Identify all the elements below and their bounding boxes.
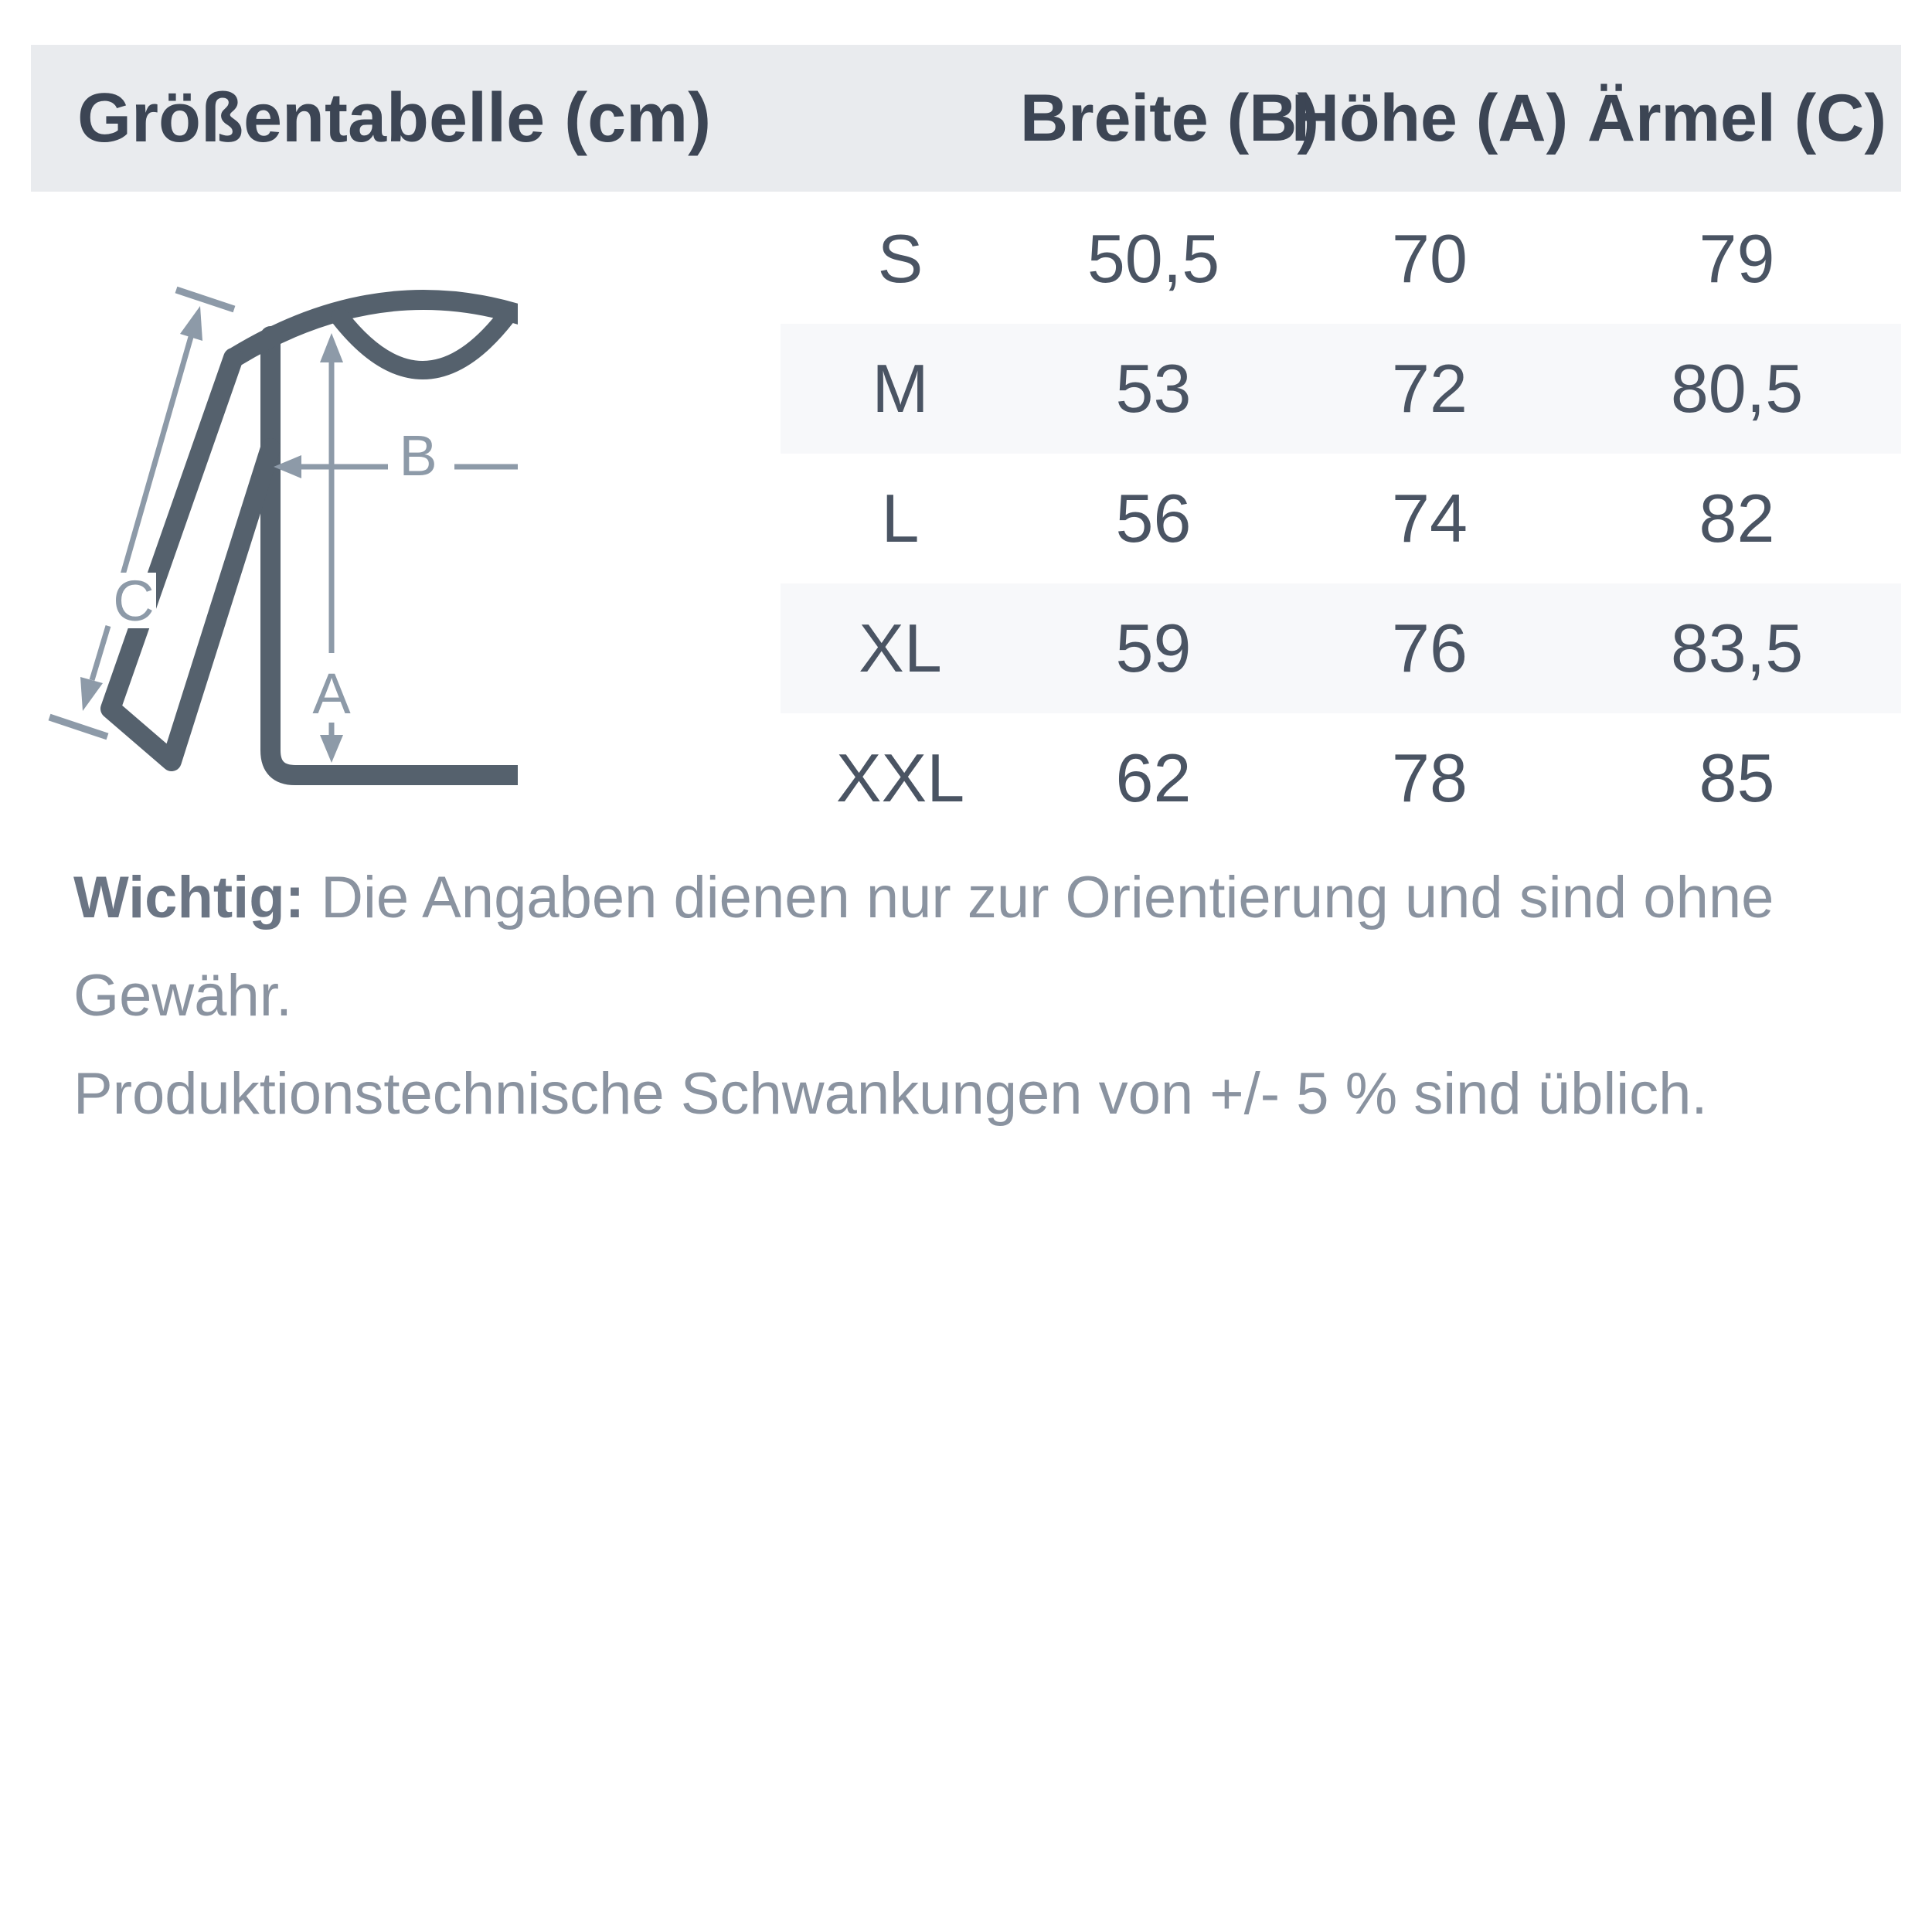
size-table: S 50,5 70 79 M 53 72 80,5 L 56 74 82 XL … [781, 194, 1901, 843]
measure-arrow-b-heads [274, 455, 301, 478]
aermel-cell: 85 [1699, 740, 1775, 816]
column-headers: Breite (B) Höhe (A) Ärmel (C) [781, 45, 1901, 192]
breite-cell: 53 [1115, 350, 1192, 427]
aermel-cell: 79 [1699, 220, 1775, 297]
aermel-cell: 80,5 [1670, 350, 1804, 427]
measure-label-b: B [399, 423, 437, 488]
breite-cell: 59 [1115, 610, 1192, 686]
sweater-outline [100, 290, 518, 785]
label-b-backing [396, 427, 440, 483]
measure-c-ticks [48, 286, 236, 740]
measure-label-c: C [113, 569, 154, 633]
table-row: S 50,5 70 79 [781, 194, 1901, 324]
page-title: Größentabelle (cm) [77, 80, 712, 157]
table-row: XL 59 76 83,5 [781, 583, 1901, 713]
sweater-torso [260, 326, 518, 785]
size-cell: M [872, 350, 929, 427]
breite-cell: 62 [1115, 740, 1192, 816]
disclaimer-note: Wichtig: Die Angaben dienen nur zur Orie… [73, 849, 1866, 1143]
breite-cell: 50,5 [1087, 220, 1220, 297]
header-bar: Größentabelle (cm) Breite (B) Höhe (A) Ä… [31, 45, 1901, 192]
disclaimer-bold: Wichtig: [73, 865, 305, 930]
size-cell: XL [859, 610, 942, 686]
hoehe-cell: 72 [1392, 350, 1468, 427]
hoehe-cell: 70 [1392, 220, 1468, 297]
hoehe-cell: 74 [1392, 480, 1468, 556]
size-cell: XXL [835, 740, 965, 816]
breite-column-header: Breite (B) [1020, 80, 1320, 155]
sweater-left-sleeve [100, 348, 281, 771]
hoehe-cell: 76 [1392, 610, 1468, 686]
size-cell: S [877, 220, 923, 297]
table-row: XXL 62 78 85 [781, 713, 1901, 843]
disclaimer-line-1: Wichtig: Die Angaben dienen nur zur Orie… [73, 849, 1866, 1045]
hoehe-column-header: Höhe (A) [1291, 80, 1569, 155]
aermel-column-header: Ärmel (C) [1587, 80, 1887, 155]
disclaimer-text-1: Die Angaben dienen nur zur Orientierung … [73, 865, 1774, 1029]
hoehe-cell: 78 [1392, 740, 1468, 816]
label-c-backing [111, 573, 156, 628]
measure-arrow-c-heads [80, 306, 202, 711]
size-cell: L [881, 480, 920, 556]
label-a-backing [309, 664, 354, 721]
measure-arrow-c [89, 336, 194, 682]
sweater-measurement-diagram: A B C [48, 286, 518, 785]
sweater-shoulders [226, 290, 518, 366]
measure-label-a: A [312, 662, 351, 726]
measure-arrow-a-heads [320, 333, 343, 763]
disclaimer-line-2: Produktionstechnische Schwankungen von +… [73, 1061, 1708, 1127]
aermel-cell: 82 [1699, 480, 1775, 556]
breite-cell: 56 [1115, 480, 1192, 556]
aermel-cell: 83,5 [1670, 610, 1804, 686]
sweater-collar [331, 308, 515, 379]
table-row: L 56 74 82 [781, 454, 1901, 583]
table-row: M 53 72 80,5 [781, 324, 1901, 454]
